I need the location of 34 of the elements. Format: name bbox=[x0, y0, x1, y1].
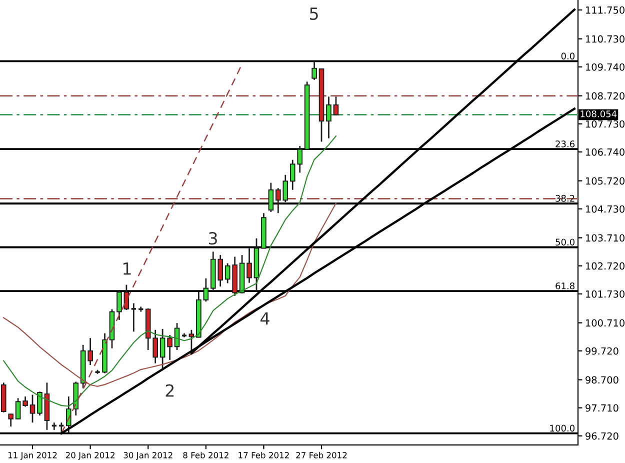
y-tick-label: 111.750 bbox=[586, 6, 625, 14]
y-tick-label: 106.740 bbox=[586, 148, 625, 156]
annotation: 5 bbox=[310, 8, 318, 20]
y-tick-label: 98.700 bbox=[586, 376, 618, 384]
annotation: 2 bbox=[166, 384, 174, 397]
x-tick-label: 30 Jan 2012 bbox=[124, 452, 172, 460]
annotation: 61.8 bbox=[556, 282, 574, 290]
y-tick-label: 97.710 bbox=[586, 404, 618, 412]
y-tick-label: 108.720 bbox=[586, 92, 625, 100]
ref-line-label: 108.054 bbox=[580, 110, 617, 118]
annotation: 0.0 bbox=[561, 52, 575, 60]
x-tick-label: 11 Jan 2012 bbox=[8, 452, 57, 460]
y-tick-label: 101.730 bbox=[586, 290, 625, 298]
y-tick-label: 107.730 bbox=[586, 120, 625, 128]
x-tick-label: 27 Feb 2012 bbox=[296, 452, 347, 458]
x-tick-label: 8 Feb 2012 bbox=[183, 452, 228, 458]
annotation: 3 bbox=[208, 232, 217, 245]
annotation: 38.2 bbox=[556, 194, 574, 202]
annotation: 100.0 bbox=[550, 424, 575, 432]
y-tick-label: 100.710 bbox=[586, 319, 625, 327]
y-tick-label: 105.720 bbox=[586, 177, 625, 185]
y-tick-label: 102.720 bbox=[586, 262, 625, 270]
annotation: 50.0 bbox=[556, 238, 575, 246]
y-tick-label: 103.710 bbox=[586, 234, 625, 242]
y-tick-label: 110.730 bbox=[586, 35, 625, 43]
x-tick-label: 17 Feb 2012 bbox=[238, 452, 289, 458]
y-tick-label: 109.740 bbox=[586, 63, 625, 71]
y-tick-label: 104.730 bbox=[586, 205, 625, 213]
annotation: 23.6 bbox=[556, 140, 575, 148]
y-tick-label: 99.720 bbox=[586, 347, 618, 355]
x-tick-label: 20 Jan 2012 bbox=[66, 452, 114, 460]
y-tick-label: 96.720 bbox=[586, 432, 618, 440]
annotation: 1 bbox=[124, 262, 131, 275]
annotation: 4 bbox=[260, 312, 270, 325]
